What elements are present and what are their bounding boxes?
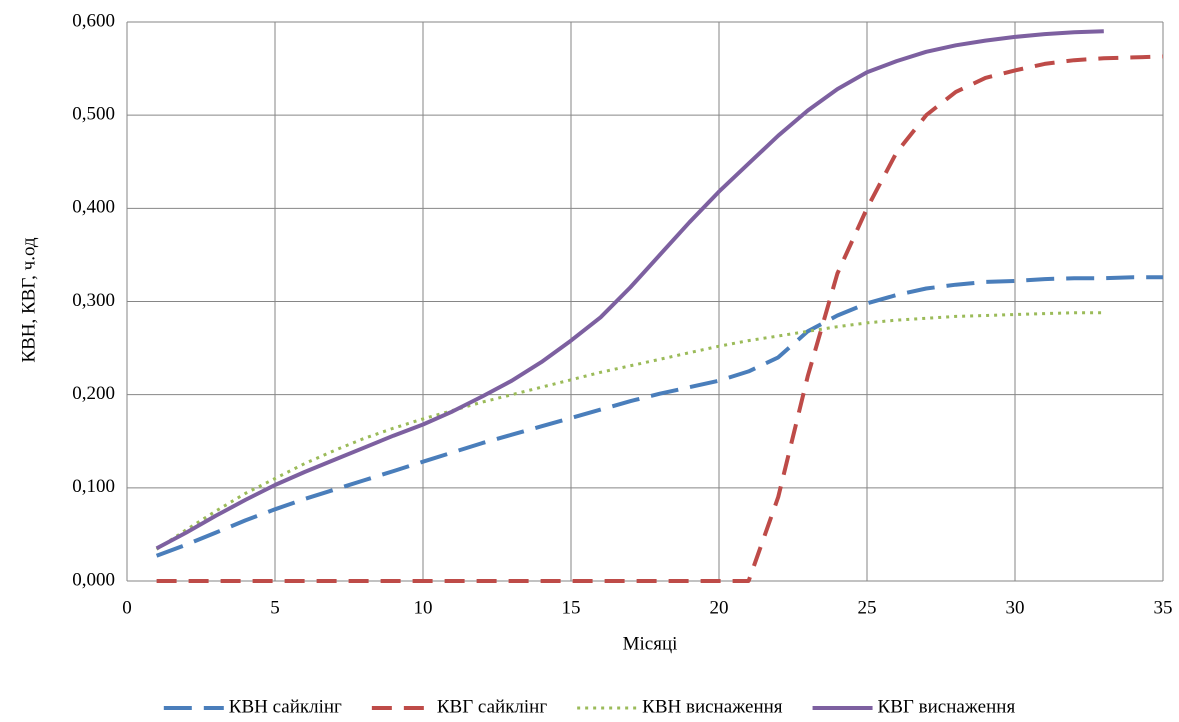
legend-label: КВН сайклінг <box>229 696 342 717</box>
x-tick-label: 30 <box>1006 597 1025 618</box>
data-line <box>155 29 1104 551</box>
data-line <box>155 311 1104 551</box>
x-tick-label: 5 <box>270 597 280 618</box>
x-tick-label: 25 <box>858 597 877 618</box>
x-tick-label: 10 <box>414 597 433 618</box>
legend-label: КВН виснаження <box>642 696 783 717</box>
y-tick-label: 0,500 <box>72 104 115 125</box>
y-tick-label: 0,000 <box>72 569 115 590</box>
data-line <box>156 54 1164 583</box>
data-line <box>155 275 1163 558</box>
x-axis-title: Місяці <box>623 633 678 654</box>
y-tick-label: 0,300 <box>72 290 115 311</box>
x-tick-label: 15 <box>562 597 581 618</box>
x-tick-label: 35 <box>1154 597 1173 618</box>
y-tick-label: 0,200 <box>72 383 115 404</box>
legend-label: КВГ сайклінг <box>437 696 548 717</box>
y-axis-title: КВН, КВГ, ч.од <box>18 237 39 363</box>
x-tick-label: 20 <box>710 597 729 618</box>
y-tick-label: 0,400 <box>72 197 115 218</box>
legend-label: КВГ виснаження <box>878 696 1016 717</box>
x-tick-label: 0 <box>122 597 132 618</box>
y-tick-label: 0,100 <box>72 476 115 497</box>
y-tick-label: 0,600 <box>72 10 115 31</box>
